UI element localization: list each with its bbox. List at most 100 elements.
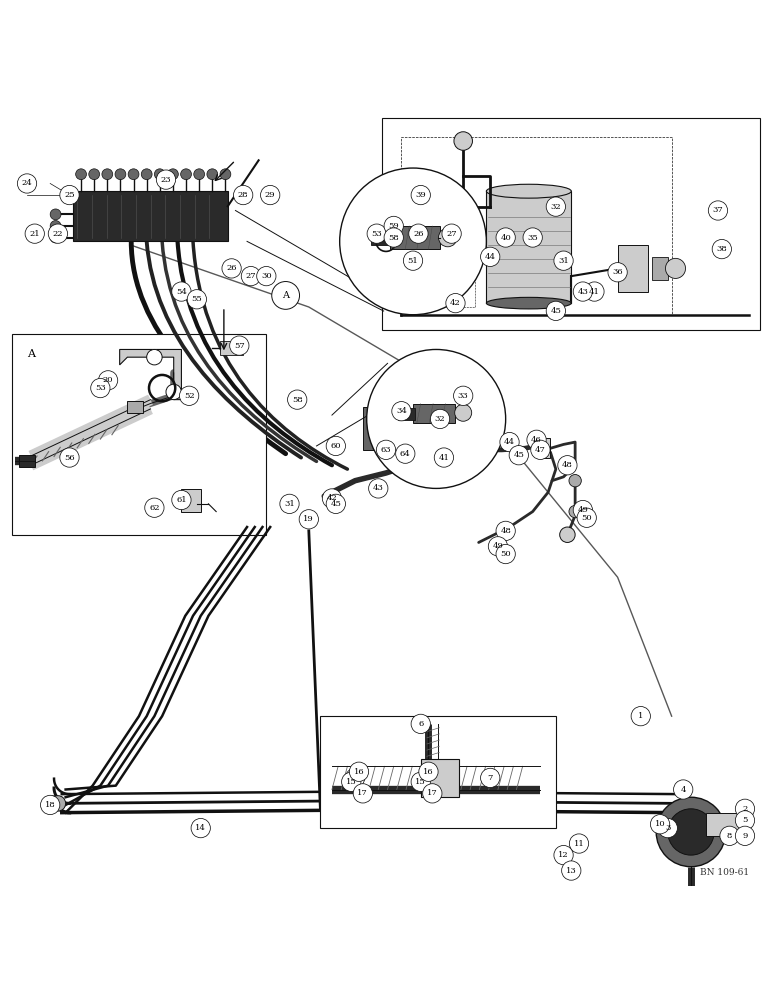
Circle shape xyxy=(188,290,207,309)
Circle shape xyxy=(442,224,461,243)
Ellipse shape xyxy=(486,297,571,309)
Circle shape xyxy=(570,834,588,853)
Circle shape xyxy=(656,797,726,867)
Text: 16: 16 xyxy=(423,768,434,776)
Circle shape xyxy=(76,169,86,180)
Circle shape xyxy=(547,301,565,321)
Circle shape xyxy=(435,264,445,273)
Circle shape xyxy=(434,448,453,467)
Text: 41: 41 xyxy=(589,288,600,296)
Text: 49: 49 xyxy=(577,506,588,514)
Text: 59: 59 xyxy=(388,222,399,230)
Circle shape xyxy=(156,170,176,189)
Circle shape xyxy=(510,446,528,465)
Bar xyxy=(320,716,556,828)
Text: 57: 57 xyxy=(234,342,245,350)
Text: 36: 36 xyxy=(612,268,623,276)
Circle shape xyxy=(91,378,110,398)
Circle shape xyxy=(384,228,404,247)
Circle shape xyxy=(346,768,364,788)
Circle shape xyxy=(411,714,431,734)
Text: 31: 31 xyxy=(558,257,569,265)
Text: 17: 17 xyxy=(427,789,438,797)
Bar xyxy=(428,253,475,307)
Circle shape xyxy=(569,505,581,518)
Text: 19: 19 xyxy=(303,515,314,523)
Circle shape xyxy=(736,799,755,818)
Circle shape xyxy=(367,224,386,243)
Circle shape xyxy=(147,349,162,365)
Bar xyxy=(652,257,668,280)
Circle shape xyxy=(530,436,543,448)
Polygon shape xyxy=(120,349,181,400)
Circle shape xyxy=(496,228,516,247)
Circle shape xyxy=(446,293,465,313)
Circle shape xyxy=(102,169,113,180)
Text: 49: 49 xyxy=(493,542,503,550)
Circle shape xyxy=(720,826,739,845)
Circle shape xyxy=(673,780,693,799)
Circle shape xyxy=(665,258,686,278)
Circle shape xyxy=(709,201,727,220)
Text: 6: 6 xyxy=(418,720,423,728)
Text: 58: 58 xyxy=(388,234,399,242)
Circle shape xyxy=(438,228,457,247)
Circle shape xyxy=(168,169,178,180)
Text: 50: 50 xyxy=(500,550,511,558)
Circle shape xyxy=(288,390,307,409)
Text: 1: 1 xyxy=(638,712,643,720)
Bar xyxy=(537,438,550,458)
Circle shape xyxy=(392,402,411,421)
Circle shape xyxy=(166,384,181,400)
Text: 27: 27 xyxy=(446,230,457,238)
Circle shape xyxy=(280,494,300,514)
Bar xyxy=(486,191,571,303)
Text: 31: 31 xyxy=(284,500,295,508)
Text: 53: 53 xyxy=(95,384,106,392)
Text: 25: 25 xyxy=(64,191,75,199)
Text: 56: 56 xyxy=(64,454,75,462)
Circle shape xyxy=(713,239,732,259)
Circle shape xyxy=(377,440,395,459)
Circle shape xyxy=(241,266,261,286)
Circle shape xyxy=(171,490,191,510)
Circle shape xyxy=(585,282,604,301)
Text: 29: 29 xyxy=(265,191,276,199)
Circle shape xyxy=(350,762,369,781)
Bar xyxy=(181,489,201,512)
Text: 42: 42 xyxy=(327,494,337,502)
Bar xyxy=(421,759,459,797)
Text: BN 109-61: BN 109-61 xyxy=(699,868,749,877)
Text: A: A xyxy=(27,349,35,359)
Circle shape xyxy=(523,228,542,247)
Text: 18: 18 xyxy=(45,801,56,809)
Text: 2: 2 xyxy=(743,805,747,813)
Text: 45: 45 xyxy=(330,500,341,508)
Text: 52: 52 xyxy=(184,392,195,400)
Circle shape xyxy=(736,811,755,830)
Text: 40: 40 xyxy=(500,234,511,242)
Circle shape xyxy=(650,815,669,834)
Text: 26: 26 xyxy=(226,264,237,272)
Text: 47: 47 xyxy=(535,446,546,454)
Circle shape xyxy=(179,386,199,405)
Circle shape xyxy=(60,185,80,205)
Text: 11: 11 xyxy=(574,840,584,848)
Circle shape xyxy=(207,169,218,180)
Circle shape xyxy=(736,826,755,845)
Text: 23: 23 xyxy=(161,176,171,184)
Text: 63: 63 xyxy=(381,446,391,454)
Bar xyxy=(398,408,415,420)
Bar xyxy=(390,415,409,446)
Text: 7: 7 xyxy=(488,774,493,782)
Circle shape xyxy=(496,521,516,541)
Bar xyxy=(390,226,440,249)
Text: 33: 33 xyxy=(458,392,469,400)
Circle shape xyxy=(50,209,61,220)
Circle shape xyxy=(145,498,164,517)
Bar xyxy=(413,403,455,423)
Circle shape xyxy=(560,527,575,542)
Circle shape xyxy=(191,818,210,838)
Circle shape xyxy=(500,432,520,452)
Circle shape xyxy=(342,772,361,791)
